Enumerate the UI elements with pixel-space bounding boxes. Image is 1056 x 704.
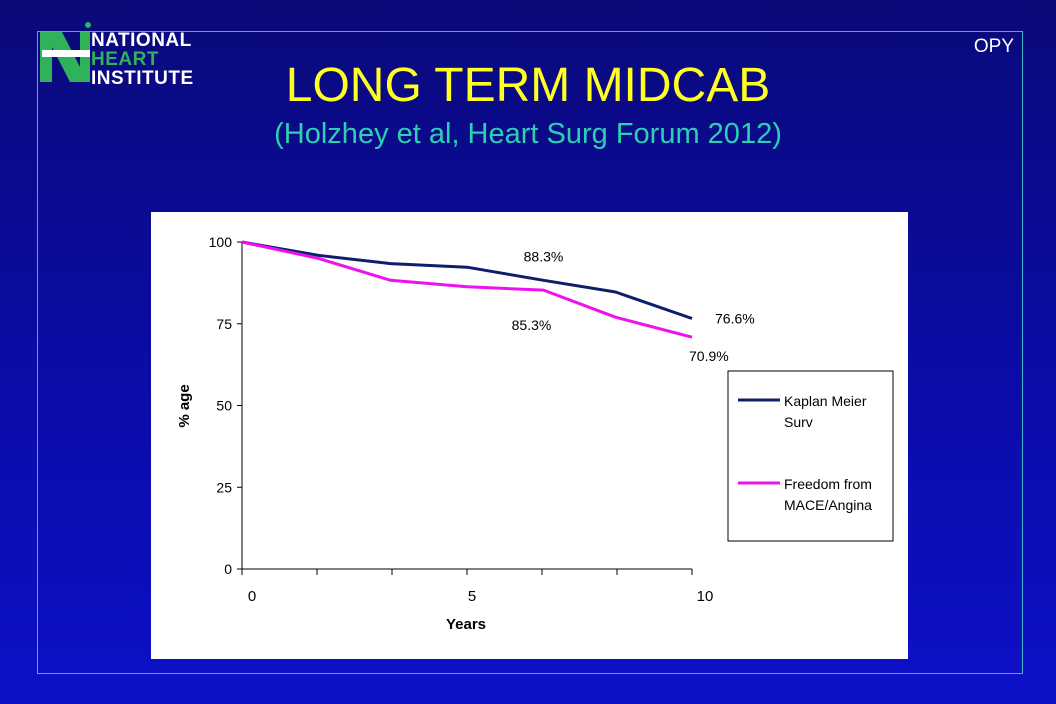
logo-line-1: NATIONAL — [91, 30, 192, 51]
logo-line-2: HEART — [91, 49, 159, 70]
chart-panel: 0 25 50 75 100 0 5 10 Years % age 88.3% 85.3% 76.6% 7… — [151, 212, 908, 659]
legend-label: Freedom from MACE/Angina — [784, 476, 872, 513]
x-tick-label: 5 — [468, 588, 476, 605]
series-line-freedom-from-mace — [241, 240, 693, 339]
data-label: 88.3% — [524, 248, 564, 264]
y-tick-label: 50 — [216, 398, 232, 414]
x-tick-label: 0 — [248, 588, 256, 605]
slide-title: LONG TERM MIDCAB — [285, 59, 771, 112]
logo-line-3: INSTITUTE — [91, 68, 194, 89]
corner-tag: OPY — [973, 36, 1014, 57]
data-label: 85.3% — [512, 317, 552, 333]
data-label: 76.6% — [715, 311, 755, 327]
y-axis-title: % age — [176, 384, 193, 427]
national-heart-institute-logo — [40, 22, 91, 82]
line-chart: 0 25 50 75 100 0 5 10 Years % age 88.3% 85.3% 76.6% 7… — [176, 234, 894, 633]
data-label: 70.9% — [689, 348, 729, 364]
logo-wordmark: NATIONAL HEART INSTITUTE — [91, 31, 194, 88]
y-tick-label: 100 — [209, 234, 233, 250]
slide-subtitle: (Holzhey et al, Heart Surg Forum 2012) — [274, 118, 782, 150]
legend-label: Kaplan Meier Surv — [784, 393, 867, 430]
y-tick-label: 0 — [224, 561, 232, 577]
series-line-kaplan-meier — [241, 240, 693, 320]
y-tick-label: 25 — [216, 479, 232, 495]
x-tick-label: 10 — [697, 588, 714, 605]
slide-frame — [37, 31, 1023, 674]
y-tick-label: 75 — [216, 316, 232, 332]
x-axis-title: Years — [446, 616, 486, 633]
